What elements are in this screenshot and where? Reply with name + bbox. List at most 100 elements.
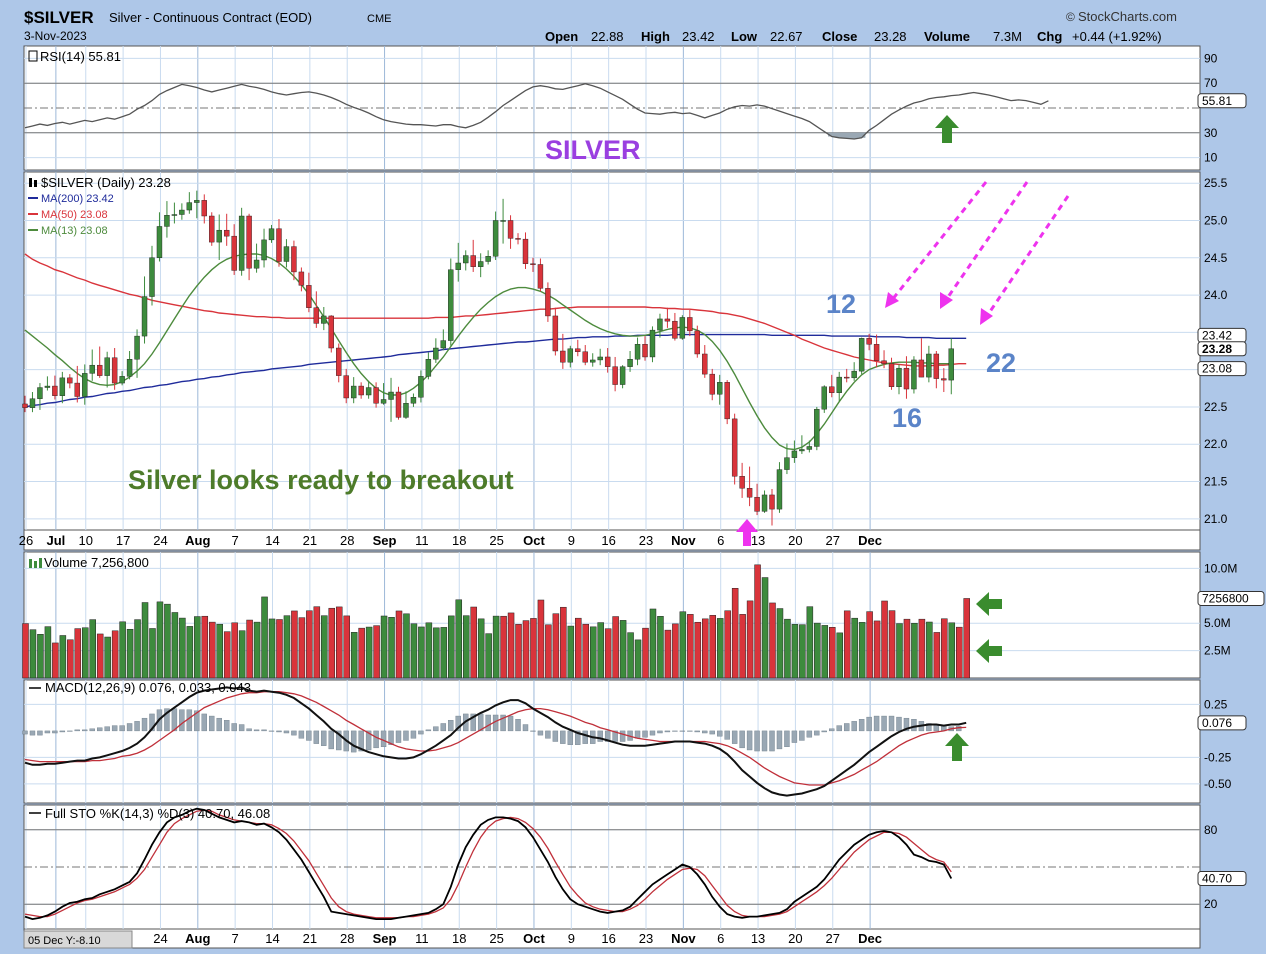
volume-bar [933,632,941,679]
candle-body [664,318,671,322]
bottom-date-label: Aug [185,931,210,946]
macd-histogram-bar [679,730,686,732]
macd-tick-label: 0.25 [1204,697,1228,711]
candle-body [44,385,51,388]
candle-body [22,403,28,408]
volume-bar [679,611,687,679]
candle-body [268,228,275,241]
price-tick-label: 22.0 [1204,437,1228,451]
rsi-legend-icon [28,50,38,62]
macd-histogram-bar [89,728,95,732]
macd-histogram-bar [126,723,133,732]
symbol-title: $SILVER [24,8,94,27]
volume-bar [403,613,410,679]
candle-body [37,387,43,399]
macd-histogram-bar [276,730,282,733]
macd-histogram-bar [530,730,536,732]
volume-bar [223,631,231,679]
bottom-date-label: 18 [452,931,466,946]
magenta-up-arrow-icon [736,519,758,546]
volume-bar [82,627,89,679]
candle-body [164,215,170,227]
candle-body [134,335,140,360]
macd-histogram-bar [283,730,290,734]
volume-bar [171,612,179,679]
candle-body [425,359,432,377]
macd-histogram-bar [567,730,574,745]
macd-histogram-bar [448,720,454,732]
volume-bar [246,619,253,679]
green-up-arrow-macd-icon [945,733,969,761]
volume-bar [350,632,358,679]
open-label: Open [545,29,578,44]
candle-body [403,403,409,418]
candle-body [388,391,394,400]
candle-body [246,215,252,269]
candle-body [717,382,723,395]
volume-bar [814,622,821,679]
candle-body [149,257,155,297]
macd-histogram-bar [67,730,73,732]
volume-bar [321,615,328,679]
macd-histogram-bar [485,714,491,732]
last-value-tags: 55.81 23.42 23.08 23.28 7256800 0.076 40.70 [1197,93,1265,887]
low-label: Low [731,29,758,44]
high-value: 23.42 [682,29,715,44]
volume-bar [433,627,440,679]
macd-histogram-bar [328,730,334,750]
volume-bar [522,620,530,679]
annotation-12: 12 [826,289,856,319]
magenta-arrow-3 [985,195,1070,317]
candle-body [545,288,551,317]
volume-bar [111,630,119,679]
volume-bar [926,621,933,679]
volume-bar [515,624,522,679]
candle-body [896,367,902,388]
volume-bar [627,632,634,679]
macd-histogram-bar [515,719,521,732]
candle-body [291,246,297,273]
macd-histogram-bar [306,730,312,741]
macd-histogram-bar [926,723,932,732]
candle-body [769,494,775,510]
candle-body [321,315,327,324]
candle-body [52,385,58,396]
volume-tick-label: 2.5M [1204,644,1231,658]
volume-bar [126,628,134,679]
volume-bar [500,615,507,679]
date-label: 9 [568,533,575,548]
volume-bar [209,621,216,679]
bottom-date-label: 28 [340,931,354,946]
macd-histogram-bar [881,715,887,732]
volume-bar [911,622,918,679]
date-label: 21 [303,533,317,548]
stochastic-series [24,807,953,921]
macd-histogram-bar [664,730,671,733]
macd-histogram-bar [410,730,417,739]
macd-histogram-bar [433,726,439,732]
candle-body [597,356,603,361]
volume-bar [776,608,784,679]
volume-bar [873,620,881,679]
rsi-last-value: 55.81 [1202,94,1232,108]
macd-histogram-bar [104,726,110,732]
candle-body [604,356,611,367]
candle-body [642,344,648,358]
candle-body [522,238,529,264]
ma50-last-value-box [1197,361,1247,377]
bottom-date-label: 6 [717,931,724,946]
macd-histogram-bar [806,730,813,738]
silver-annotation: SILVER [545,135,641,165]
candle-body [731,418,738,477]
candle-body [866,338,872,345]
macd-histogram-bar [149,713,155,732]
close-label: Close [822,29,857,44]
macd-histogram-bar [134,721,140,732]
rsi-tick-label: 30 [1204,126,1218,140]
volume-bar [784,618,791,679]
macd-histogram-bar [365,730,372,751]
macd-histogram-bar [604,730,611,742]
ma-legend: MA(200) 23.42 MA(50) 23.08 MA(13) 23.08 [28,193,114,237]
macd-histogram-bar [291,730,297,736]
macd-histogram-bar [500,714,506,732]
